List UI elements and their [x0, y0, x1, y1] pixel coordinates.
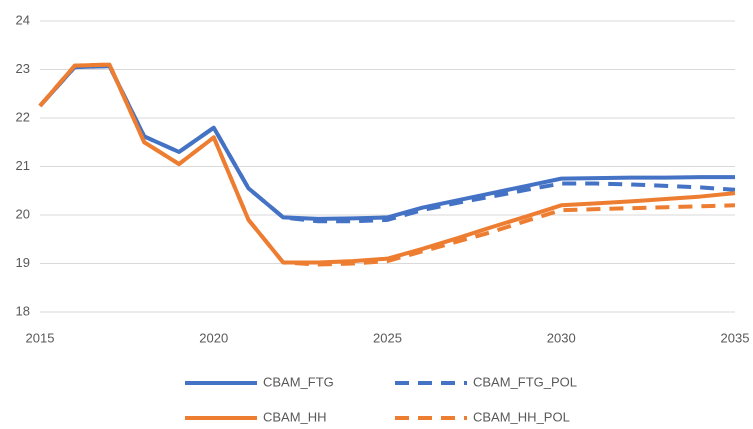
- y-tick-label: 24: [16, 12, 30, 27]
- y-tick-label: 20: [16, 206, 30, 221]
- series-line: [38, 64, 736, 224]
- y-tick-label: 21: [16, 158, 30, 173]
- y-tick-label: 19: [16, 255, 30, 270]
- x-tick-label: 2035: [721, 330, 750, 345]
- x-tick-label: 2020: [199, 330, 228, 345]
- legend-label: CBAM_FTG_POL: [473, 374, 577, 389]
- x-tick-label: 2015: [26, 330, 55, 345]
- series-line: [38, 62, 736, 267]
- x-tick-label: 2025: [373, 330, 402, 345]
- y-tick-label: 18: [16, 303, 30, 318]
- legend-label: CBAM_HH: [263, 409, 327, 424]
- y-tick-label: 23: [16, 61, 30, 76]
- series-line: [38, 62, 736, 265]
- series-line: [38, 64, 735, 221]
- x-tick-label: 2030: [547, 330, 576, 345]
- legend-label: CBAM_FTG: [263, 374, 334, 389]
- legend-label: CBAM_HH_POL: [473, 409, 570, 424]
- y-tick-label: 22: [16, 109, 30, 124]
